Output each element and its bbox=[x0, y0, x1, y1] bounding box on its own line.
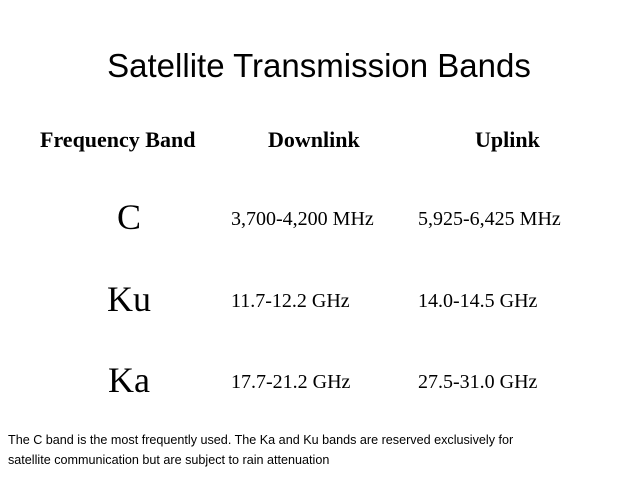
uplink-value: 14.0-14.5 GHz bbox=[418, 290, 538, 312]
footnote: The C band is the most frequently used. … bbox=[8, 430, 630, 470]
header-frequency-band: Frequency Band bbox=[40, 127, 196, 152]
downlink-value: 17.7-21.2 GHz bbox=[231, 371, 351, 393]
downlink-value: 3,700-4,200 MHz bbox=[231, 208, 374, 230]
band-name: C bbox=[116, 197, 141, 237]
band-name: Ka bbox=[108, 360, 150, 400]
header-uplink: Uplink bbox=[475, 127, 540, 152]
header-downlink: Downlink bbox=[268, 127, 360, 152]
footnote-line: satellite communication but are subject … bbox=[8, 453, 330, 467]
downlink-value: 11.7-12.2 GHz bbox=[231, 290, 350, 312]
slide-title: Satellite Transmission Bands bbox=[107, 47, 531, 84]
band-name: Ku bbox=[107, 279, 151, 319]
footnote-line: The C band is the most frequently used. … bbox=[8, 433, 514, 447]
uplink-value: 27.5-31.0 GHz bbox=[418, 371, 538, 393]
uplink-value: 5,925-6,425 MHz bbox=[418, 208, 561, 230]
